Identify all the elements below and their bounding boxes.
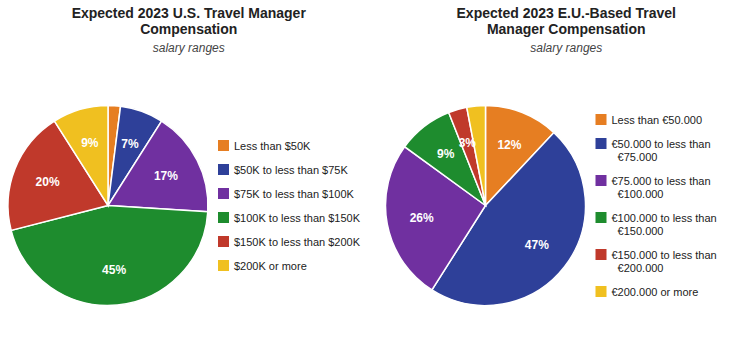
- legend-label: $75K to less than $100K: [234, 188, 355, 200]
- legend-label-line: Less than $50K: [234, 140, 311, 152]
- legend-entry: $150K to less than $200K: [218, 236, 361, 248]
- pie-panel: Expected 2023 E.U.-Based TravelManager C…: [385, 5, 716, 306]
- legend-label: €150.000 to less than €200.000: [612, 249, 717, 274]
- title-line: Expected 2023 E.U.-Based Travel: [457, 5, 676, 21]
- legend-label-line: €150.000 to less than: [612, 249, 717, 261]
- legend-swatch: [218, 164, 229, 175]
- legend-label-line: $150K to less than $200K: [234, 236, 361, 248]
- legend-label-line: $200K or more: [234, 260, 307, 272]
- legend-swatch: [596, 249, 607, 260]
- legend-swatch: [218, 188, 229, 199]
- data-label: 20%: [36, 175, 60, 189]
- data-label: 26%: [410, 211, 434, 225]
- legend-swatch: [218, 140, 229, 151]
- data-label: 47%: [525, 238, 549, 252]
- pie-slice: [108, 121, 208, 212]
- legend-label-line: €75.000 to less than: [612, 175, 711, 187]
- legend-entry: €200.000 or more: [596, 286, 699, 298]
- data-label: 12%: [497, 138, 521, 152]
- legend-label: €50.000 to less than €75.000: [612, 138, 711, 163]
- legend-label: $150K to less than $200K: [234, 236, 361, 248]
- pie-slice: [54, 106, 108, 206]
- legend-entry: €150.000 to less than €200.000: [596, 249, 717, 274]
- data-label: 45%: [102, 263, 126, 277]
- chart-subtitle: salary ranges: [153, 41, 225, 55]
- legend-swatch: [218, 212, 229, 223]
- legend-label: Less than $50K: [234, 140, 311, 152]
- data-label: 17%: [154, 169, 178, 183]
- legend-label-line: €150.000: [612, 225, 664, 237]
- legend-label-line: €75.000: [612, 151, 658, 163]
- legend-swatch: [596, 138, 607, 149]
- legend-label-line: Less than €50.000: [612, 114, 703, 126]
- legend-label: Less than €50.000: [612, 114, 703, 126]
- data-label: 7%: [121, 137, 139, 151]
- legend-swatch: [596, 212, 607, 223]
- legend-label: $100K to less than $150K: [234, 212, 361, 224]
- legend-entry: €100.000 to less than €150.000: [596, 212, 717, 237]
- pie: 12% 47% 26% 9% 3%: [385, 106, 585, 306]
- legend-label-line: €50.000 to less than: [612, 138, 711, 150]
- legend-swatch: [218, 260, 229, 271]
- chart-title: Expected 2023 E.U.-Based TravelManager C…: [457, 5, 676, 37]
- legend-swatch: [596, 286, 607, 297]
- legend-entry: $75K to less than $100K: [218, 188, 355, 200]
- chart-title: Expected 2023 U.S. Travel ManagerCompens…: [72, 5, 307, 37]
- data-label: 9%: [437, 147, 455, 161]
- legend-label-line: $75K to less than $100K: [234, 188, 355, 200]
- legend-label: €100.000 to less than €150.000: [612, 212, 717, 237]
- legend-swatch: [596, 175, 607, 186]
- chart-root: Expected 2023 U.S. Travel ManagerCompens…: [0, 0, 755, 347]
- legend-label: $200K or more: [234, 260, 307, 272]
- legend-label-line: $100K to less than $150K: [234, 212, 361, 224]
- legend-entry: $50K to less than $75K: [218, 164, 348, 176]
- data-label: 3%: [459, 136, 477, 150]
- pie-panel: Expected 2023 U.S. Travel ManagerCompens…: [8, 5, 361, 306]
- pie: 7% 17% 45% 20% 9%: [8, 106, 208, 306]
- title-line: Compensation: [140, 21, 237, 37]
- chart-subtitle: salary ranges: [530, 41, 602, 55]
- legend-label-line: €100.000: [612, 188, 664, 200]
- legend-entry: €50.000 to less than €75.000: [596, 138, 711, 163]
- title-line: Manager Compensation: [487, 21, 646, 37]
- legend-entry: €75.000 to less than €100.000: [596, 175, 711, 200]
- legend: Less than $50K $50K to less than $75K $75K…: [218, 140, 361, 272]
- legend-entry: $100K to less than $150K: [218, 212, 361, 224]
- legend-entry: Less than $50K: [218, 140, 311, 152]
- legend-entry: $200K or more: [218, 260, 307, 272]
- data-label: 9%: [81, 136, 99, 150]
- title-line: Expected 2023 U.S. Travel Manager: [72, 5, 307, 21]
- legend-label-line: €200.000: [612, 262, 664, 274]
- legend-label: $50K to less than $75K: [234, 164, 348, 176]
- legend-entry: Less than €50.000: [596, 114, 703, 126]
- legend: Less than €50.000 €50.000 to less than €7…: [596, 114, 717, 298]
- legend-label-line: €200.000 or more: [612, 286, 699, 298]
- pie-slice: [467, 106, 486, 206]
- legend-label-line: $50K to less than $75K: [234, 164, 348, 176]
- legend-label: €200.000 or more: [612, 286, 699, 298]
- legend-swatch: [218, 236, 229, 247]
- legend-label: €75.000 to less than €100.000: [612, 175, 711, 200]
- legend-swatch: [596, 114, 607, 125]
- legend-label-line: €100.000 to less than: [612, 212, 717, 224]
